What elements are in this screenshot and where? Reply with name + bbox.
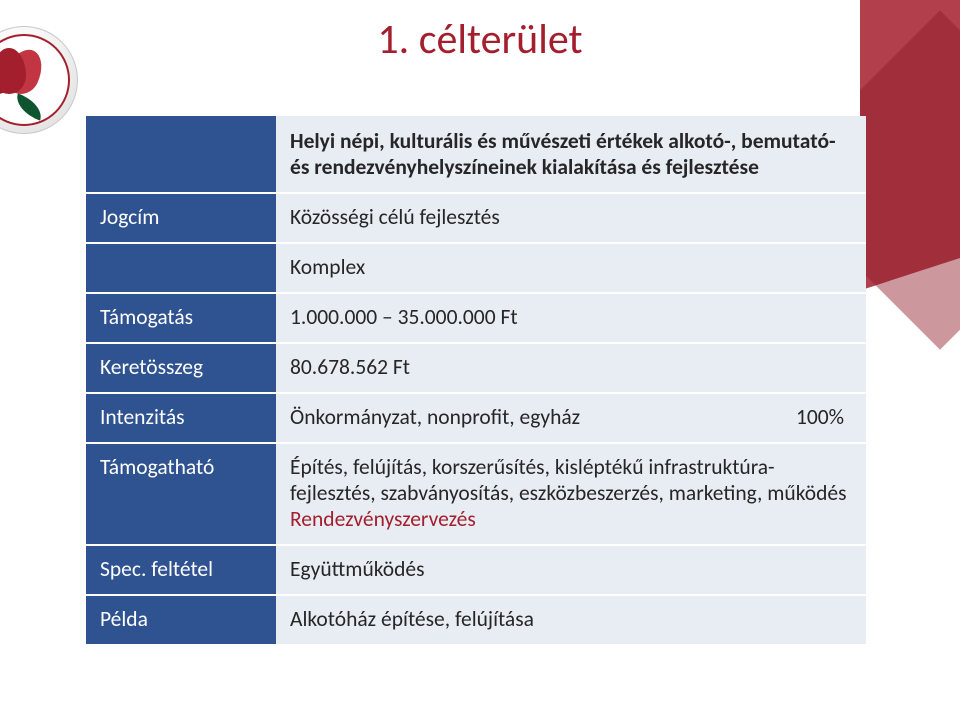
value-jogcim: Közösségi célú fejlesztés xyxy=(276,193,866,243)
intenzitas-text: Önkormányzat, nonprofit, egyház xyxy=(290,404,580,430)
value-pelda: Alkotóház építése, felújítása xyxy=(276,595,866,645)
tamogathato-line2: Rendezvényszervezés xyxy=(290,506,476,532)
tamogathato-line1: Építés, felújítás, korszerűsítés, kislép… xyxy=(290,454,847,506)
table-row: Példa Alkotóház építése, felújítása xyxy=(86,595,866,645)
table-row: Komplex xyxy=(86,243,866,293)
label-jogcim: Jogcím xyxy=(86,193,276,243)
label-tamogathato: Támogatható xyxy=(86,443,276,545)
value-tamogathato: Építés, felújítás, korszerűsítés, kislép… xyxy=(276,443,866,545)
grant-table: Helyi népi, kulturális és művészeti érté… xyxy=(86,116,866,646)
table-row: Támogatható Építés, felújítás, korszerűs… xyxy=(86,443,866,545)
intenzitas-percent: 100% xyxy=(782,404,852,430)
description-cell: Helyi népi, kulturális és művészeti érté… xyxy=(276,116,866,193)
decor-corner xyxy=(860,0,960,720)
value-tamogatas: 1.000.000 – 35.000.000 Ft xyxy=(276,293,866,343)
table-row: Intenzitás Önkormányzat, nonprofit, egyh… xyxy=(86,393,866,443)
value-intenzitas: Önkormányzat, nonprofit, egyház 100% xyxy=(276,393,866,443)
slide-title: 1. célterület xyxy=(0,14,960,65)
label-pelda: Példa xyxy=(86,595,276,645)
table-row: Jogcím Közösségi célú fejlesztés xyxy=(86,193,866,243)
label-spec: Spec. feltétel xyxy=(86,545,276,595)
table-row: Spec. feltétel Együttműködés xyxy=(86,545,866,595)
label-keretosszeg: Keretösszeg xyxy=(86,343,276,393)
label-intenzitas: Intenzitás xyxy=(86,393,276,443)
desc-label-cell xyxy=(86,116,276,193)
value-komplex: Komplex xyxy=(276,243,866,293)
table-row: Támogatás 1.000.000 – 35.000.000 Ft xyxy=(86,293,866,343)
label-tamogatas: Támogatás xyxy=(86,293,276,343)
table-row: Keretösszeg 80.678.562 Ft xyxy=(86,343,866,393)
value-spec: Együttműködés xyxy=(276,545,866,595)
value-keretosszeg: 80.678.562 Ft xyxy=(276,343,866,393)
empty-label xyxy=(86,243,276,293)
